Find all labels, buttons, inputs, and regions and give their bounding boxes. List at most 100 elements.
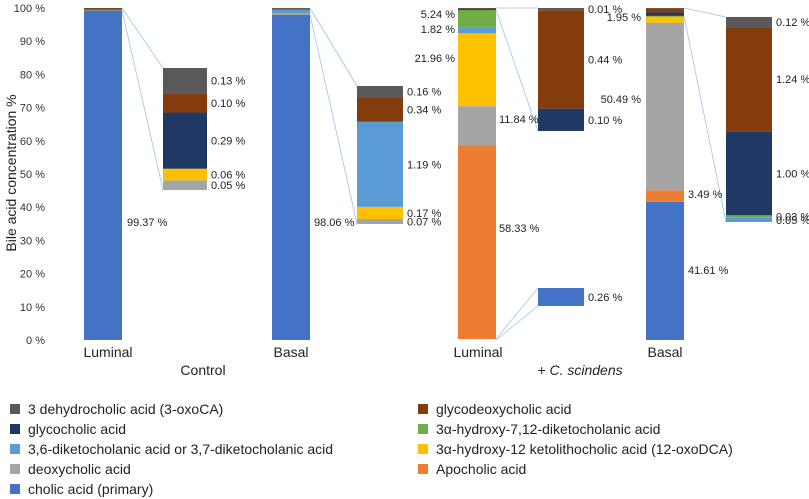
bar-segment-gdca [458,8,496,10]
bar-segment-oxoca [458,8,496,9]
data-label-gca: 1.00 % [776,168,809,180]
zoom-segment-oxoca [163,68,207,94]
data-label-dca: 0.05 % [211,180,245,192]
data-label-dca: 11.84 % [499,114,539,126]
y-tick-label: 100 % [14,3,45,15]
bars [84,7,772,341]
bar-segment-dk [458,27,496,34]
data-label-gdca: 1.24 % [776,74,809,86]
zoom-segment-oxodca [357,206,403,219]
zoom-segment-gca [538,108,584,131]
group-label-scindens: + C. scindens [537,362,622,378]
y-tick-label: 90 % [20,36,45,48]
data-label-oxoca: 0.16 % [407,87,441,99]
bar-segment-gca [84,8,122,10]
zoom-segment-gca [163,112,207,169]
data-label-gdca: 0.34 % [407,105,441,117]
y-tick-label: 50 % [20,169,45,181]
bar-segment-ca [272,14,310,341]
y-axis-title: Bile acid concentration % [3,94,19,251]
bar-segment-oxoca [84,8,122,9]
y-tick-label: 0 % [26,335,45,347]
bar-segment-oxoca [272,8,310,9]
data-label-oxodca: 0.17 % [407,208,441,220]
x-label-scindens-basal: Basal [647,344,682,360]
data-label-dca: 50.49 % [601,94,642,106]
y-tick-label: 80 % [20,69,45,81]
connector-line [683,7,727,18]
bar-segment-oxodca [646,16,684,23]
data-label-ca: 98.06 % [314,217,355,229]
bar-segment-ca [84,10,122,340]
bar-segment-dca [272,14,310,15]
bar-segment-apo [458,145,496,340]
x-label-control-basal: Basal [273,344,308,360]
zoom-segment-oxodca [163,168,207,181]
zoom-segment-oxoca [726,17,772,28]
data-label-gca: 0.10 % [588,115,622,127]
zoom-segment-gdca [538,10,584,109]
data-label-gdca: 0.44 % [588,54,622,66]
data-label-oxodca: 0.06 % [211,170,245,182]
bar-segment-oxodca [84,9,122,11]
bar-segment-gdca [272,8,310,10]
data-labels: 0.05 %0.06 %0.29 %0.10 %0.13 %0.07 %0.17… [127,4,809,304]
data-label-gca: 0.29 % [211,136,245,148]
zoom-segment-dca [357,218,403,224]
bar-segment-gca [458,9,496,11]
data-label-dk: 1.82 % [421,24,455,36]
data-label-ca: 0.26 % [588,292,622,304]
data-label-apo: 58.33 % [499,223,540,235]
zoom-segment-gdca [726,27,772,132]
bar-segment-gdca [646,8,684,13]
zoom-segment-dk [357,121,403,207]
zoom-segment-gdca [163,93,207,113]
bar-segment-dk [272,9,310,14]
bar-segment-oxodca [458,33,496,107]
data-label-ca: 99.37 % [127,217,168,229]
data-label-gdca: 0.10 % [211,98,245,110]
x-label-scindens-luminal: Luminal [453,344,502,360]
bar-segment-hdk [646,15,684,17]
data-label-oxodca: 21.96 % [415,53,456,65]
y-tick-label: 30 % [20,235,45,247]
bar-segment-oxodca [272,13,310,15]
bar-segment-gdca [84,8,122,10]
data-label-dk: 0.05 % [776,215,809,227]
x-label-control-luminal: Luminal [83,344,132,360]
data-label-hdk: 0.03 % [776,212,809,224]
zoom-segment-oxoca [538,8,584,11]
data-label-oxodca: 1.95 % [607,12,641,24]
connector-line [495,305,539,341]
y-tick-label: 60 % [20,136,45,148]
data-label-oxoca: 0.13 % [211,76,245,88]
connector-line [121,10,164,191]
connector-line [121,7,164,69]
y-axis: 0 % 10 % 20 % 30 % 40 % 50 % 60 % 70 % 80 % 90 % 1… [14,3,45,347]
y-tick-label: 20 % [20,269,45,281]
bar-segment-dca [646,22,684,191]
connector-line [495,9,539,132]
zoom-segment-gca [726,131,772,216]
y-tick-label: 10 % [20,302,45,314]
zoom-segment-dk [726,217,772,222]
bar-segment-ca [646,201,684,340]
data-label-apo: 3.49 % [688,189,722,201]
bar-segment-apo [646,190,684,202]
connector-line [309,7,358,87]
zoom-segment-dca [163,180,207,190]
bar-segment-oxoca [646,8,684,9]
bar-segment-dca [458,106,496,146]
group-label-control: Control [180,362,225,378]
data-label-hdk: 5.24 % [421,9,455,21]
zoom-segment-ca [538,288,584,306]
data-label-oxoca: 0.12 % [776,17,809,29]
connector-line [309,14,358,225]
zoom-segment-gdca [357,97,403,122]
connector-line [683,16,727,223]
bar-segment-gca [646,12,684,16]
connector-line [495,287,539,340]
y-tick-label: 70 % [20,103,45,115]
zoom-segment-hdk [726,215,772,218]
